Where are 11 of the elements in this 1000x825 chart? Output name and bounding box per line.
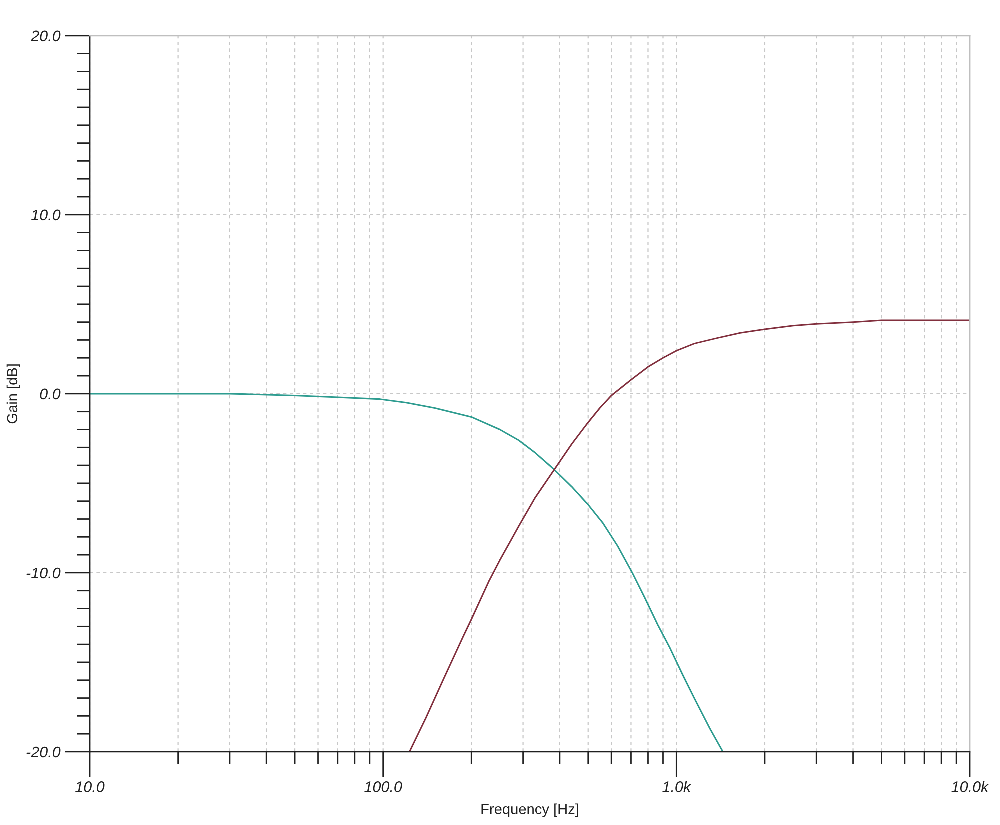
x-tick-label: 10.0k xyxy=(952,781,990,792)
x-tick-label: 10.0 xyxy=(76,782,105,792)
y-tick-label: -20.0 xyxy=(26,746,61,758)
y-tick-label: 20.0 xyxy=(31,30,61,42)
y-tick-label: 0.0 xyxy=(40,388,61,400)
x-tick-label: 100.0 xyxy=(364,782,402,792)
x-axis-title: Frequency [Hz] xyxy=(482,804,578,818)
y-tick-label: 10.0 xyxy=(32,210,61,221)
y-tick-label: -10.0 xyxy=(26,568,61,579)
y-axis-title: Gain [dB] xyxy=(6,364,20,424)
x-tick-label: 1.0k xyxy=(662,781,692,792)
